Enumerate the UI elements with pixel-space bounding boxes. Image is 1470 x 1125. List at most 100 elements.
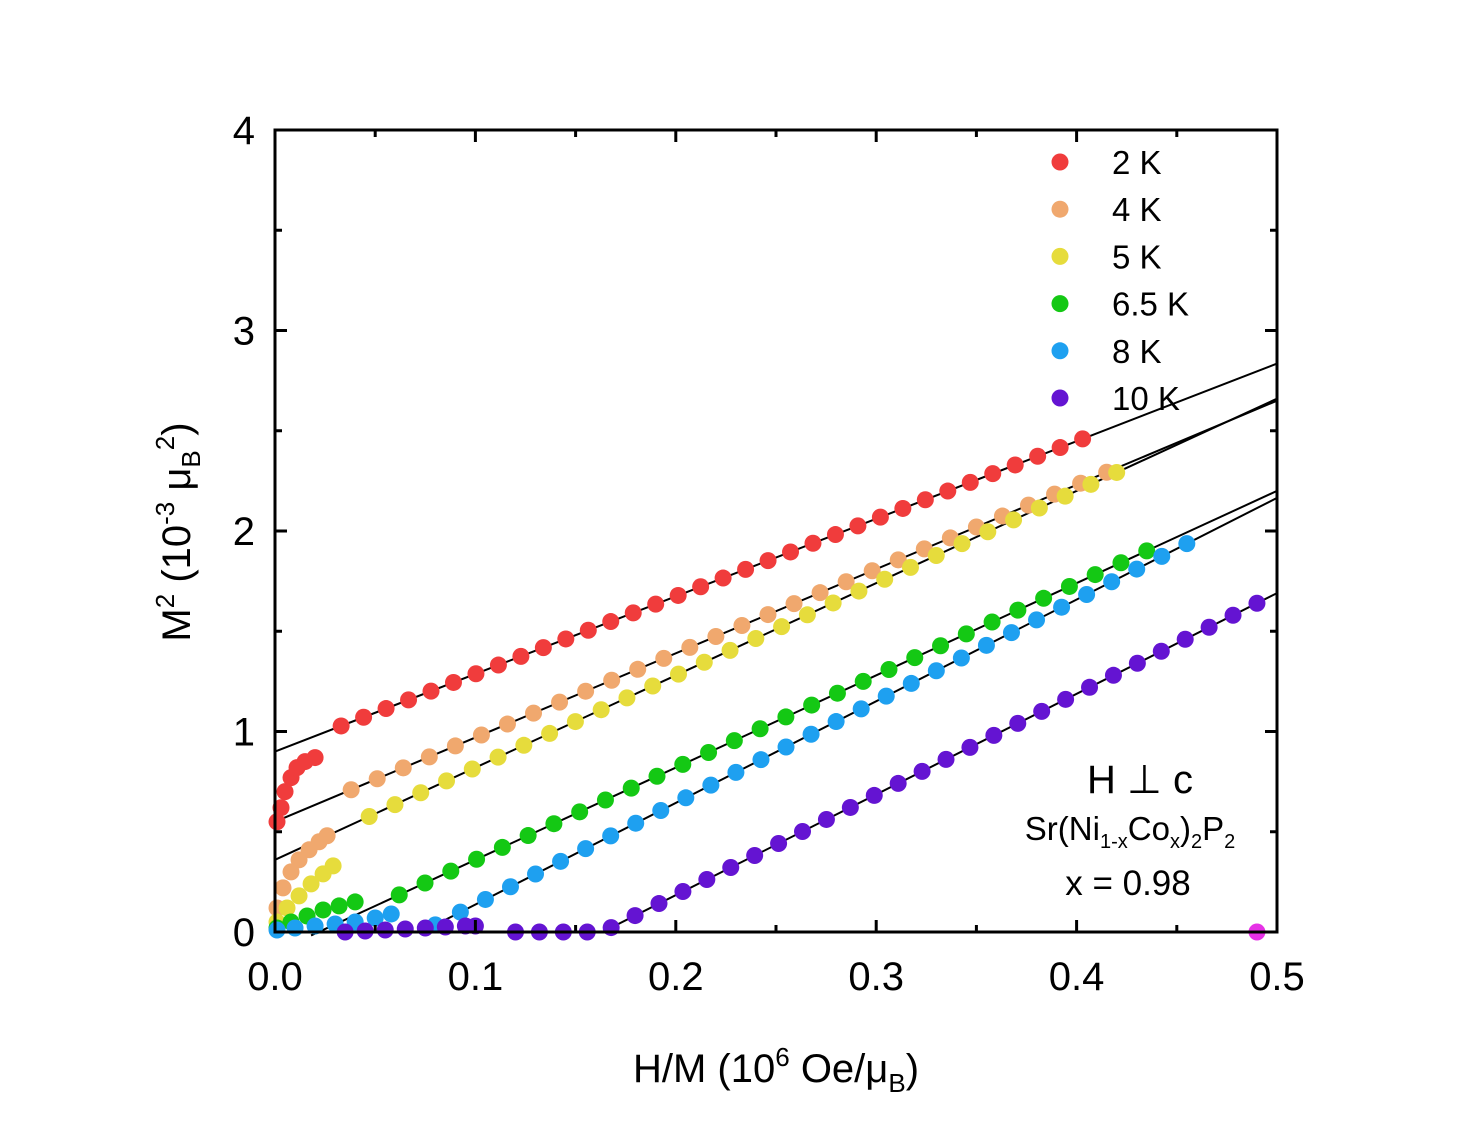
data-point [1112, 554, 1130, 572]
data-point [1153, 547, 1171, 565]
series-6 [336, 594, 1266, 941]
data-point [1224, 606, 1242, 624]
data-point [394, 759, 412, 777]
data-point [489, 748, 507, 766]
data-point [953, 535, 971, 553]
data-point [557, 630, 575, 648]
data-point [852, 700, 870, 718]
legend-label-1: 2 K [1112, 144, 1162, 181]
data-point [366, 909, 384, 927]
data-point [545, 815, 563, 833]
data-point [927, 546, 945, 564]
data-point [416, 919, 434, 937]
data-point [286, 919, 304, 937]
data-point [306, 749, 324, 767]
y-tick-label: 2 [233, 510, 255, 554]
data-point [906, 649, 924, 667]
data-point [1029, 447, 1047, 465]
data-point [889, 551, 907, 569]
data-point [894, 499, 912, 517]
data-point [438, 772, 456, 790]
data-point [602, 827, 620, 845]
data-point [677, 789, 695, 807]
legend-label-2: 4 K [1112, 191, 1162, 228]
data-point [773, 618, 791, 636]
data-point [889, 774, 907, 792]
data-point [272, 799, 290, 817]
data-point [785, 595, 803, 613]
data-point [952, 649, 970, 667]
data-point [282, 863, 300, 881]
data-point [759, 606, 777, 624]
legend-marker-6 [1051, 389, 1069, 407]
data-point [798, 606, 816, 624]
data-point [826, 526, 844, 544]
data-point [571, 803, 589, 821]
data-point [602, 613, 620, 631]
data-point [692, 578, 710, 596]
data-point [1005, 511, 1023, 529]
y-tick-label: 0 [233, 911, 255, 955]
data-point [961, 473, 979, 491]
data-point [727, 763, 745, 781]
x-tick-label: 0.1 [448, 955, 504, 999]
data-point [913, 762, 931, 780]
data-point [1086, 566, 1104, 584]
data-point [468, 850, 486, 868]
data-point [541, 724, 559, 742]
data-point [725, 732, 743, 750]
data-point [1248, 594, 1266, 612]
data-point [400, 691, 418, 709]
data-point [927, 662, 945, 680]
data-point [626, 907, 644, 925]
legend-label-3: 5 K [1112, 238, 1162, 275]
composition-annotation: x = 0.98 [1065, 864, 1191, 903]
data-point [467, 665, 485, 683]
data-point [777, 708, 795, 726]
data-point [702, 776, 720, 794]
legend-label-4: 6.5 K [1112, 286, 1189, 323]
data-point [624, 604, 642, 622]
data-point [534, 639, 552, 657]
data-point [314, 901, 332, 919]
data-point [828, 684, 846, 702]
data-point [737, 560, 755, 578]
data-point [733, 617, 751, 635]
data-point [318, 827, 336, 845]
data-point [1009, 714, 1027, 732]
data-point [451, 903, 469, 921]
x-tick-label: 0.3 [848, 955, 904, 999]
data-point [770, 834, 788, 852]
data-point [442, 862, 460, 880]
data-point [1081, 678, 1099, 696]
data-point [476, 890, 494, 908]
legend-marker-4 [1051, 295, 1069, 313]
data-point [1082, 475, 1100, 493]
data-point [1074, 430, 1092, 448]
data-point [977, 636, 995, 654]
data-point [824, 594, 842, 612]
data-point [751, 720, 769, 738]
data-point [1103, 573, 1121, 591]
data-point [714, 569, 732, 587]
data-point [552, 852, 570, 870]
data-point [939, 482, 957, 500]
data-point [983, 613, 1001, 631]
series-1 [268, 430, 1092, 831]
data-point [278, 899, 296, 917]
data-point [622, 779, 640, 797]
data-point [1028, 611, 1046, 629]
data-point [648, 767, 666, 785]
data-point [961, 738, 979, 756]
orientation-annotation: H ⊥ c [1087, 758, 1193, 802]
data-point [512, 647, 530, 665]
legend-marker-3 [1051, 247, 1069, 265]
data-point [932, 637, 950, 655]
series-5 [268, 535, 1196, 939]
data-point [276, 783, 294, 801]
data-point [827, 713, 845, 731]
legend-marker-5 [1051, 342, 1069, 360]
data-point [627, 814, 645, 832]
data-point [515, 736, 533, 754]
data-point [629, 660, 647, 678]
